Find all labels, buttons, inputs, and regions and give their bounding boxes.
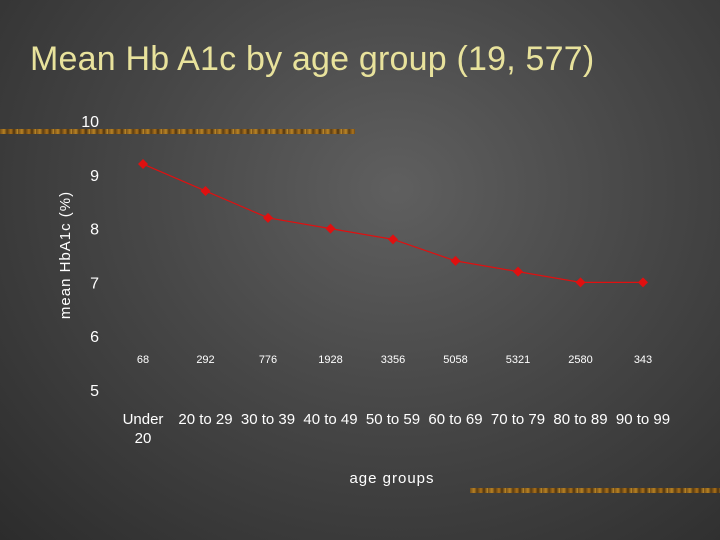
x-tick-label-line: 20 to 29	[178, 411, 232, 428]
y-axis-title: mean HbA1c (%)	[57, 191, 74, 319]
x-tick-label: 60 to 69	[428, 411, 482, 428]
data-point	[450, 255, 461, 266]
x-tick-label-line: 50 to 59	[366, 411, 420, 428]
x-tick-label: Under 20	[123, 411, 164, 447]
y-tick-label: 10	[81, 114, 99, 131]
data-point	[200, 185, 211, 196]
y-axis-ticks: 5 6 7 8 9 10	[81, 114, 99, 400]
decorative-bar-top	[0, 129, 355, 134]
x-axis-ticks: Under 20 20 to 29 30 to 39 40 to 49 50 to 59 6…	[123, 411, 671, 447]
x-tick-label-line: 60 to 69	[428, 411, 482, 428]
x-tick-label: 80 to 89	[553, 411, 607, 428]
x-tick-label: 90 to 99	[616, 411, 670, 428]
sample-size-label: 292	[196, 354, 214, 366]
data-point	[575, 277, 586, 288]
x-tick-label-line: Under	[123, 411, 164, 428]
data-point	[513, 266, 523, 277]
y-tick-label: 7	[90, 275, 99, 292]
x-tick-label-line: 70 to 79	[491, 411, 545, 428]
x-tick-label: 50 to 59	[366, 411, 420, 428]
sample-size-label: 5058	[443, 354, 467, 366]
data-point	[388, 234, 398, 245]
x-tick-label: 40 to 49	[303, 411, 357, 428]
x-tick-label: 30 to 39	[241, 411, 295, 428]
sample-size-label: 1928	[318, 354, 342, 366]
slide-title: Mean Hb A1c by age group (19, 577)	[30, 40, 595, 78]
data-point	[325, 223, 336, 234]
x-axis-title: age groups	[349, 470, 434, 487]
x-tick-label-line: 30 to 39	[241, 411, 295, 428]
sample-size-label: 68	[137, 354, 149, 366]
data-point	[138, 159, 148, 170]
x-tick-label-line: 80 to 89	[553, 411, 607, 428]
y-tick-label: 9	[90, 168, 99, 185]
series-line	[142, 163, 643, 283]
y-tick-label: 6	[90, 329, 99, 346]
x-tick-label: 70 to 79	[491, 411, 545, 428]
y-tick-label: 8	[90, 222, 99, 239]
sample-size-label: 3356	[381, 354, 405, 366]
x-tick-label-line: 40 to 49	[303, 411, 357, 428]
decorative-bar-bottom	[470, 488, 720, 493]
sample-size-labels: 68 292 776 1928 3356 5058 5321 2580 343	[137, 354, 652, 366]
sample-size-label: 776	[259, 354, 277, 366]
sample-size-label: 5321	[506, 354, 530, 366]
sample-size-label: 343	[634, 354, 652, 366]
sample-size-label: 2580	[568, 354, 592, 366]
x-tick-label: 20 to 29	[178, 411, 232, 428]
data-point	[638, 277, 648, 288]
x-tick-label-line: 90 to 99	[616, 411, 670, 428]
data-markers	[138, 159, 648, 288]
data-point	[263, 212, 273, 223]
y-tick-label: 5	[90, 383, 99, 400]
x-tick-label-line: 20	[135, 430, 152, 447]
